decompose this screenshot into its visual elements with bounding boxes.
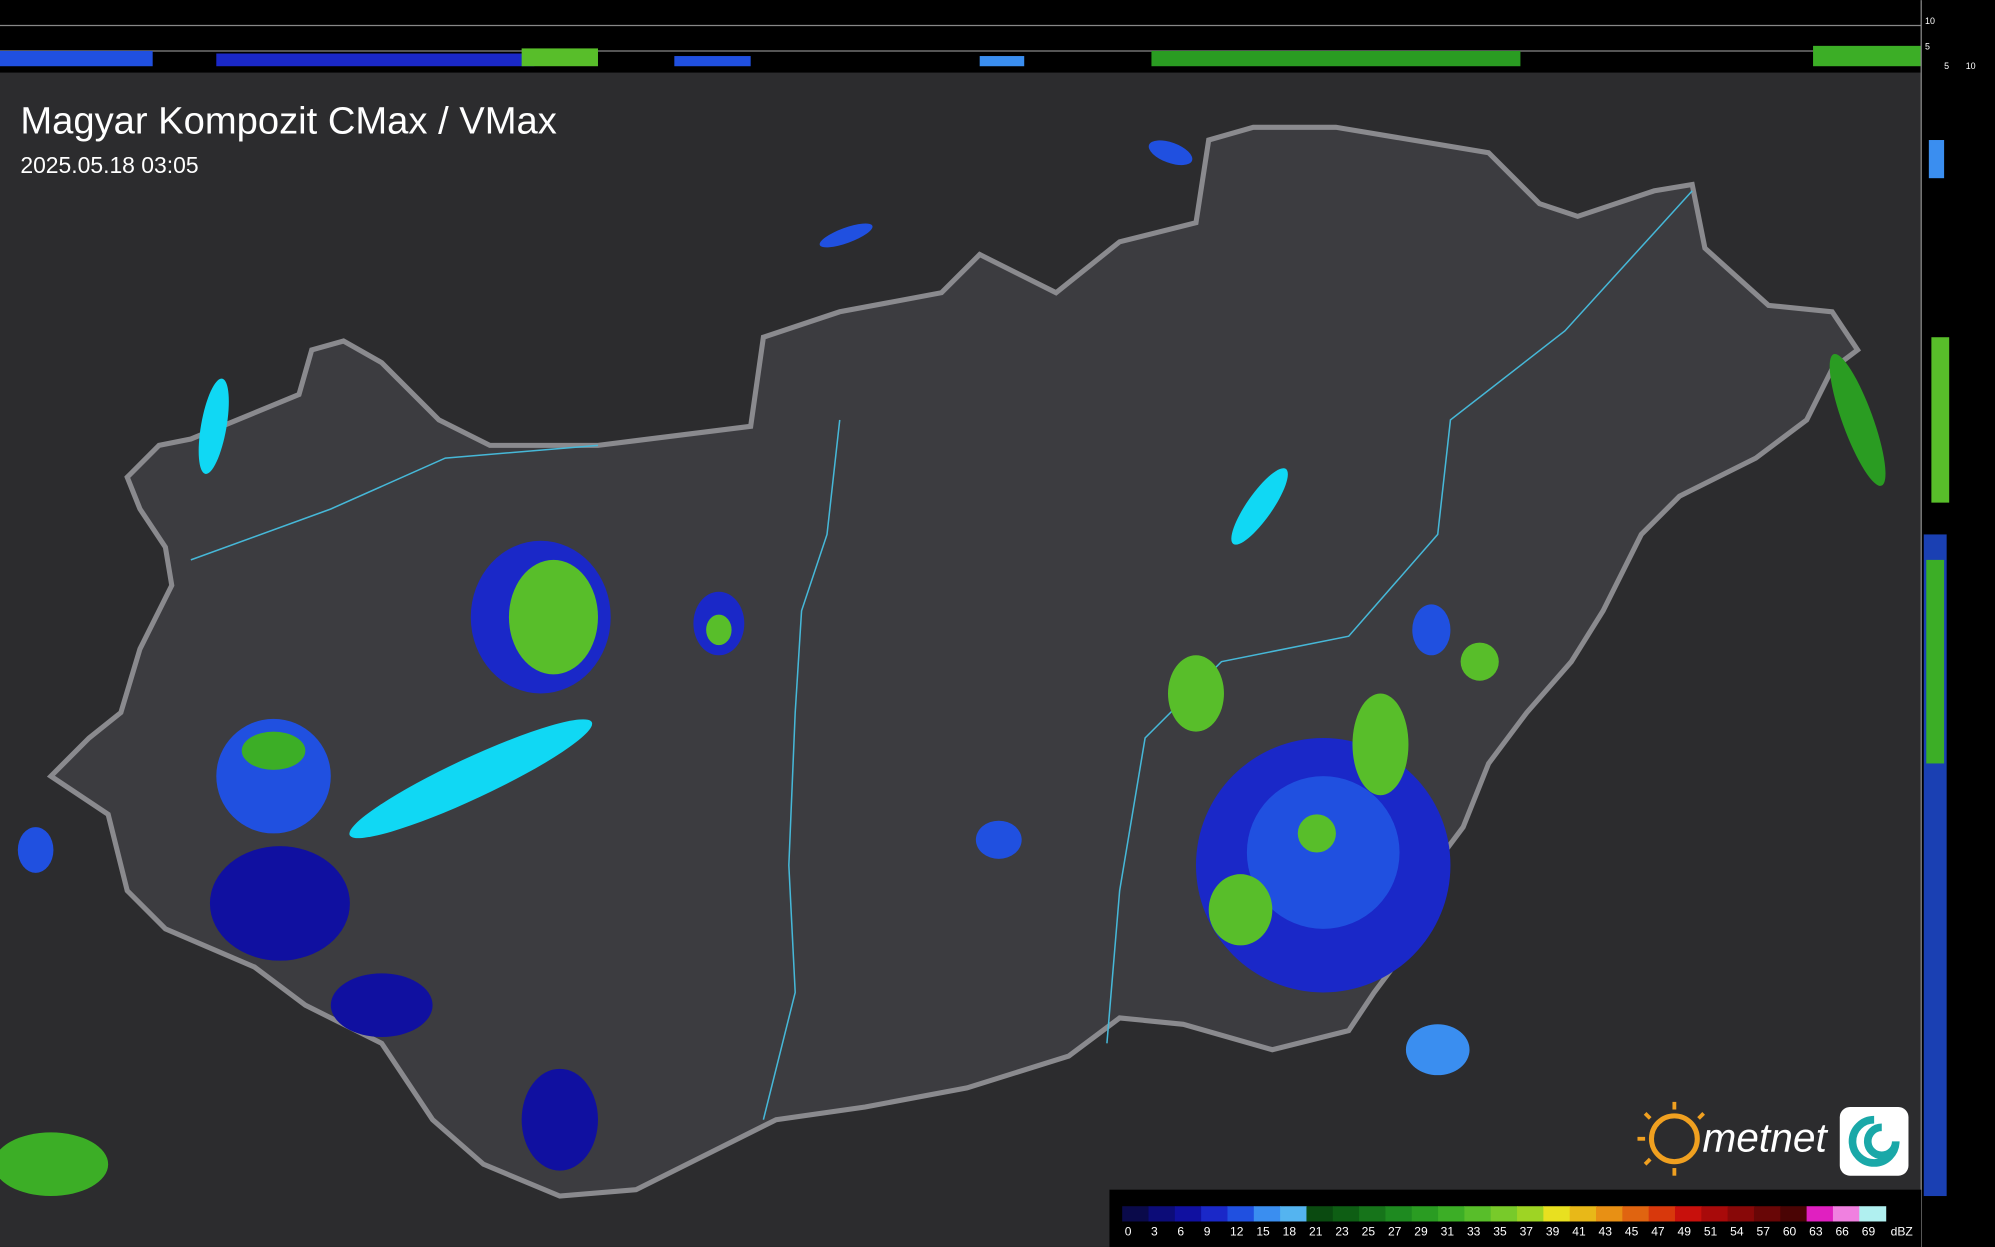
lake <box>198 378 229 474</box>
legend-swatch <box>1201 1206 1229 1222</box>
legend-label: 57 <box>1757 1224 1771 1238</box>
legend-label: 51 <box>1704 1224 1718 1238</box>
legend-swatch <box>1280 1206 1308 1222</box>
legend-label: 43 <box>1599 1224 1613 1238</box>
timestamp: 2025.05.18 03:05 <box>20 152 198 178</box>
legend-label: 6 <box>1177 1224 1184 1238</box>
legend-swatch <box>1622 1206 1650 1222</box>
legend-label: 66 <box>1835 1224 1849 1238</box>
legend-label: 21 <box>1309 1224 1323 1238</box>
legend-swatch <box>1359 1206 1387 1222</box>
legend-label: 54 <box>1730 1224 1744 1238</box>
legend-label: 41 <box>1572 1224 1586 1238</box>
legend-label: 63 <box>1809 1224 1823 1238</box>
rivers <box>190 190 1693 1120</box>
legend-label: 23 <box>1335 1224 1349 1238</box>
legend-swatch <box>1832 1206 1860 1222</box>
axis-label: 5 <box>1944 61 1949 71</box>
legend-label: 9 <box>1204 1224 1211 1238</box>
legend-swatch <box>1174 1206 1202 1222</box>
legend-label: 15 <box>1256 1224 1270 1238</box>
legend-label: 12 <box>1230 1224 1244 1238</box>
top-profile <box>0 45 1922 67</box>
legend: 0 3 6 9 12 15 18 21 23 25 27 29 31 33 35 37 39 41 43 45 47 49… <box>1122 1206 1913 1238</box>
legend-unit: dBZ <box>1891 1224 1913 1238</box>
legend-swatch <box>1517 1206 1545 1222</box>
legend-swatch <box>1464 1206 1492 1222</box>
legend-swatch <box>1674 1206 1702 1222</box>
legend-label: 49 <box>1678 1224 1692 1238</box>
legend-label: 33 <box>1467 1224 1481 1238</box>
legend-label: 18 <box>1283 1224 1297 1238</box>
legend-swatch <box>1332 1206 1360 1222</box>
legend-swatch <box>1227 1206 1255 1222</box>
legend-swatch <box>1596 1206 1623 1222</box>
legend-label: 47 <box>1651 1224 1665 1238</box>
legend-swatch <box>1569 1206 1597 1222</box>
lake <box>349 719 593 839</box>
legend-label: 0 <box>1125 1224 1132 1238</box>
legend-label: 25 <box>1362 1224 1376 1238</box>
right-profile <box>1923 140 1950 1197</box>
legend-swatch <box>1306 1206 1334 1222</box>
axis-label: 10 <box>1966 61 1976 71</box>
legend-label: 27 <box>1388 1224 1402 1238</box>
legend-swatch <box>1148 1206 1176 1222</box>
legend-swatch <box>1543 1206 1571 1222</box>
legend-swatch <box>1438 1206 1466 1222</box>
legend-label: 60 <box>1783 1224 1797 1238</box>
legend-label: 35 <box>1493 1224 1507 1238</box>
legend-label: 31 <box>1441 1224 1455 1238</box>
legend-swatch <box>1859 1206 1887 1222</box>
legend-swatch <box>1385 1206 1413 1222</box>
legend-label: 45 <box>1625 1224 1639 1238</box>
legend-label: 37 <box>1520 1224 1534 1238</box>
axis-label: 10 <box>1925 16 1935 26</box>
legend-swatch <box>1648 1206 1676 1222</box>
rain-cells <box>0 140 1886 1197</box>
legend-swatch <box>1780 1206 1808 1222</box>
logo: metnet <box>1637 1101 1909 1176</box>
legend-label: 3 <box>1151 1224 1158 1238</box>
legend-label: 39 <box>1546 1224 1560 1238</box>
legend-swatch <box>1490 1206 1518 1222</box>
axis-label: 5 <box>1925 42 1930 52</box>
lake <box>1231 468 1288 545</box>
legend-swatch <box>1753 1206 1781 1222</box>
legend-swatch <box>1411 1206 1439 1222</box>
legend-swatch <box>1806 1206 1834 1222</box>
logo-text: metnet <box>1702 1115 1828 1161</box>
legend-label: 29 <box>1414 1224 1428 1238</box>
legend-swatch <box>1253 1206 1281 1222</box>
legend-swatch <box>1122 1206 1150 1222</box>
legend-label: 69 <box>1862 1224 1876 1238</box>
legend-swatch <box>1727 1206 1755 1222</box>
map-title: Magyar Kompozit CMax / VMax <box>20 100 556 143</box>
legend-swatch <box>1701 1206 1729 1222</box>
